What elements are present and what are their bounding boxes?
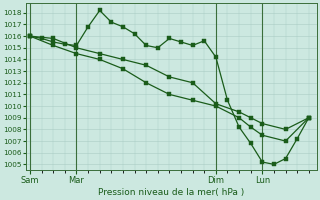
X-axis label: Pression niveau de la mer( hPa ): Pression niveau de la mer( hPa ) [98, 188, 244, 197]
